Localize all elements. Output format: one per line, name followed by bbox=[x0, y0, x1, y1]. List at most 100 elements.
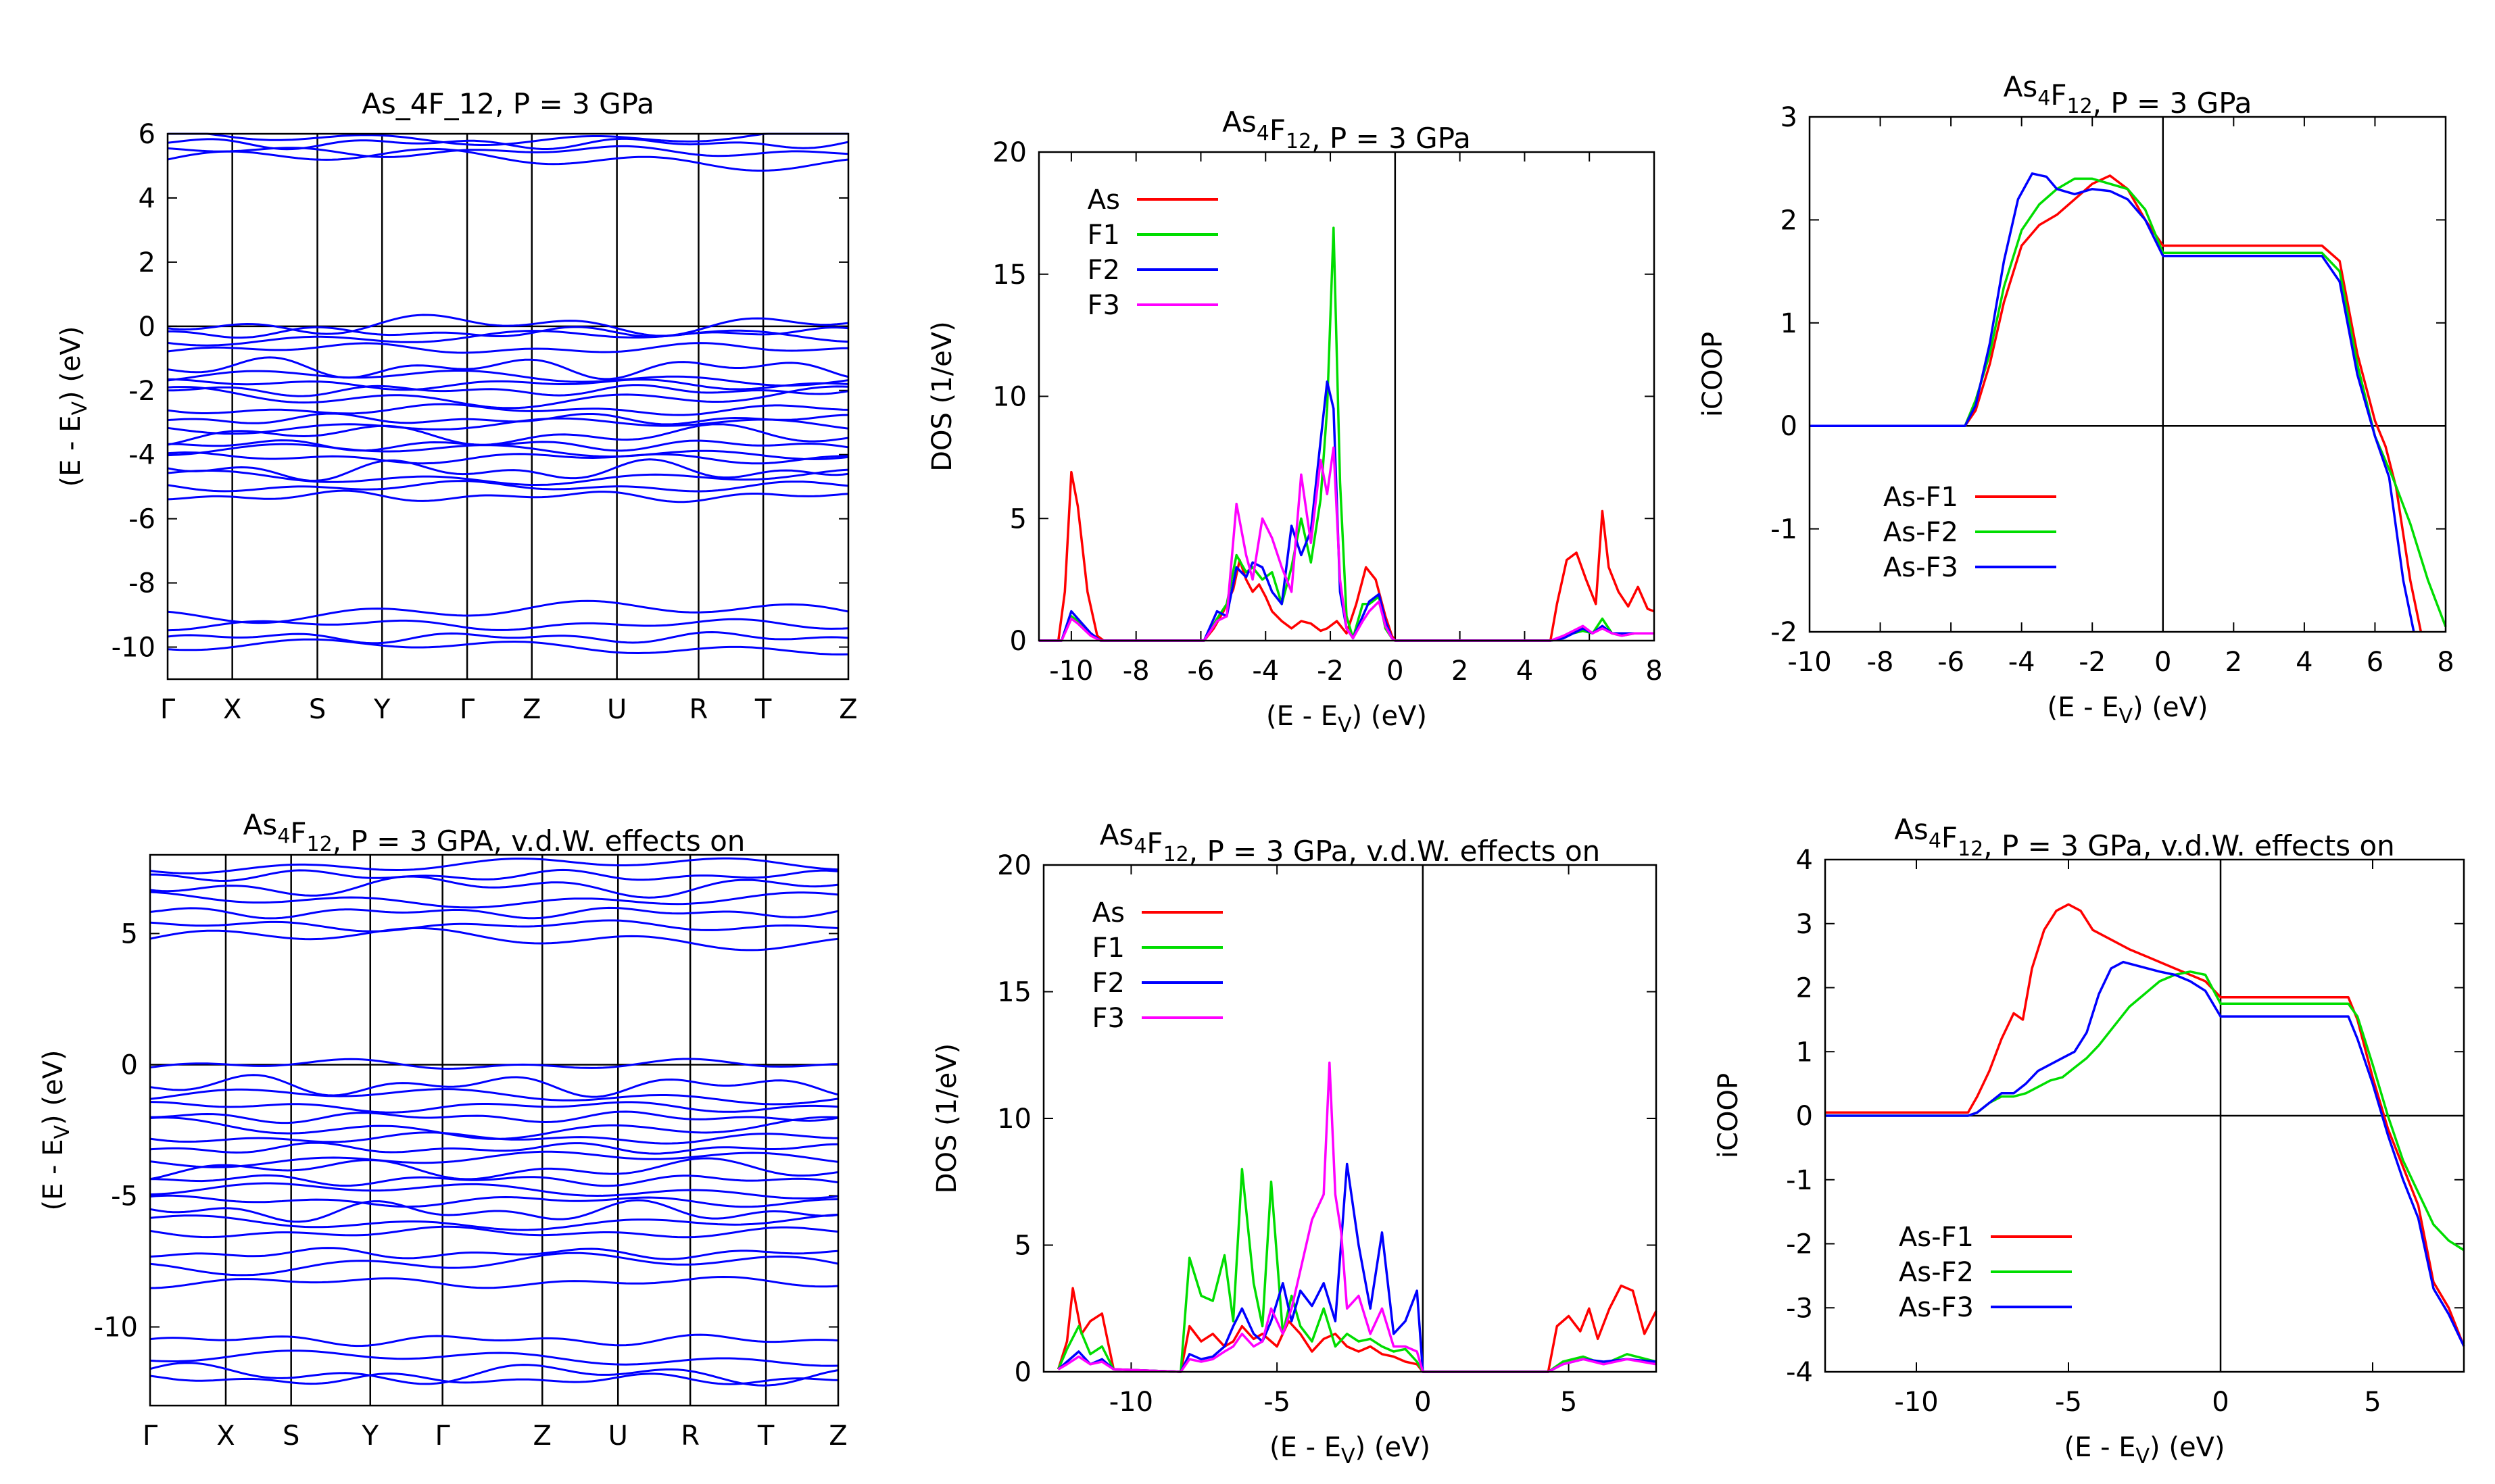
chart-title: As4F12, P = 3 GPa, v.d.W. effects on bbox=[1894, 813, 2395, 862]
band-line bbox=[149, 1194, 839, 1208]
y-axis-label: (E - EV) (eV) bbox=[38, 1049, 74, 1210]
y-tick-label: 0 bbox=[1781, 411, 1797, 442]
legend-label: As-F1 bbox=[1899, 1222, 1974, 1253]
y-tick-label: -3 bbox=[1786, 1293, 1813, 1324]
band-line bbox=[149, 1247, 839, 1260]
x-tick-label: -10 bbox=[1109, 1387, 1153, 1418]
y-tick-label: -4 bbox=[1786, 1357, 1813, 1388]
legend-label: As bbox=[1088, 184, 1120, 216]
band-line bbox=[149, 1157, 839, 1181]
x-tick-label: -10 bbox=[1787, 647, 1831, 678]
y-tick-label: 5 bbox=[121, 918, 138, 949]
y-tick-label: 1 bbox=[1781, 308, 1797, 339]
y-tick-label: 20 bbox=[997, 850, 1032, 881]
band-line bbox=[150, 1110, 839, 1124]
k-point-label: Y bbox=[362, 1420, 379, 1452]
k-point-label: U bbox=[607, 694, 627, 725]
y-tick-label: -2 bbox=[1786, 1229, 1813, 1260]
y-tick-label: 2 bbox=[1781, 205, 1797, 236]
legend-label: As-F3 bbox=[1883, 552, 1958, 583]
k-point-label: X bbox=[216, 1420, 235, 1452]
band-line bbox=[149, 1213, 839, 1231]
band-line bbox=[149, 1131, 839, 1145]
y-tick-label: 4 bbox=[1796, 845, 1813, 876]
x-tick-label: 5 bbox=[2364, 1387, 2381, 1418]
plot-frame bbox=[166, 132, 850, 681]
x-tick-label: 6 bbox=[1580, 656, 1597, 687]
k-point-label: T bbox=[754, 694, 772, 725]
y-tick-label: -6 bbox=[128, 504, 155, 535]
band-line bbox=[167, 443, 849, 461]
band-line bbox=[150, 868, 839, 883]
y-tick-label: 4 bbox=[139, 183, 155, 214]
y-tick-label: 0 bbox=[139, 312, 155, 343]
series-line-as-f2 bbox=[1825, 970, 2465, 1252]
k-point-label: Γ bbox=[160, 694, 176, 725]
chart-title: As4F12, P = 3 GPA, v.d.W. effects on bbox=[243, 808, 746, 858]
plot-frame bbox=[1808, 116, 2447, 633]
legend-label: F3 bbox=[1088, 290, 1120, 321]
k-point-label: U bbox=[608, 1420, 628, 1452]
chart-title: As4F12, P = 3 GPa bbox=[1222, 105, 1471, 155]
y-tick-label: 0 bbox=[121, 1049, 138, 1081]
legend-label: F2 bbox=[1088, 255, 1120, 286]
x-tick-label: 0 bbox=[1386, 656, 1403, 687]
band-line bbox=[149, 926, 839, 951]
legend-label: As-F2 bbox=[1899, 1257, 1974, 1288]
legend-label: F1 bbox=[1092, 933, 1125, 964]
band-line bbox=[149, 1275, 839, 1289]
k-point-label: Z bbox=[523, 694, 541, 725]
band-line bbox=[149, 1058, 839, 1070]
k-point-label: S bbox=[309, 694, 326, 725]
x-tick-label: -6 bbox=[1188, 656, 1215, 687]
y-tick-label: -1 bbox=[1770, 514, 1797, 545]
x-tick-label: 2 bbox=[2225, 647, 2242, 678]
series-line-as-f3 bbox=[1825, 960, 2465, 1347]
chart-title: As_4F_12, P = 3 GPa bbox=[362, 87, 654, 120]
band-line bbox=[167, 314, 849, 337]
legend-label: As-F3 bbox=[1899, 1292, 1974, 1323]
x-tick-label: 0 bbox=[2154, 647, 2171, 678]
band-line bbox=[149, 1333, 839, 1347]
x-tick-label: 4 bbox=[1516, 656, 1533, 687]
series-line-as-f2 bbox=[1810, 177, 2447, 628]
band-line bbox=[149, 1088, 839, 1106]
band-line bbox=[167, 385, 849, 410]
band-line bbox=[149, 1182, 839, 1199]
y-tick-label: 6 bbox=[139, 119, 155, 150]
band-line bbox=[168, 326, 849, 339]
y-tick-label: 2 bbox=[139, 247, 155, 278]
k-point-label: Γ bbox=[143, 1420, 158, 1452]
band-line bbox=[149, 891, 839, 909]
legend-label: F1 bbox=[1088, 220, 1120, 251]
plot-frame bbox=[149, 854, 840, 1407]
y-tick-label: 10 bbox=[997, 1104, 1032, 1135]
x-tick-label: 5 bbox=[1560, 1387, 1577, 1418]
y-axis-label: DOS (1/eV) bbox=[927, 321, 958, 472]
band-line bbox=[167, 356, 849, 380]
k-point-label: Z bbox=[533, 1420, 552, 1452]
band-line bbox=[150, 1174, 839, 1187]
k-point-label: T bbox=[757, 1420, 775, 1452]
k-point-label: S bbox=[283, 1420, 299, 1452]
y-tick-label: -5 bbox=[111, 1181, 138, 1212]
x-axis-label: (E - EV) (eV) bbox=[2047, 692, 2208, 728]
y-tick-label: -4 bbox=[128, 440, 155, 471]
chart-title: As4F12, P = 3 GPa bbox=[2004, 70, 2252, 120]
band-line bbox=[168, 439, 849, 452]
k-point-label: R bbox=[689, 694, 708, 725]
y-tick-label: 5 bbox=[1010, 503, 1027, 535]
band-line bbox=[167, 342, 849, 354]
series-line-as-f1 bbox=[1810, 174, 2423, 633]
y-tick-label: -2 bbox=[1770, 617, 1797, 648]
panel-p6: As4F12, P = 3 GPa, v.d.W. effects on -4 -3… bbox=[1713, 813, 2465, 1468]
y-tick-label: 1 bbox=[1796, 1037, 1813, 1068]
y-tick-label: -10 bbox=[94, 1312, 138, 1343]
panel-p5: As4F12, P = 3 GPa, v.d.W. effects on 0 5 10… bbox=[931, 818, 1657, 1468]
band-line bbox=[167, 458, 849, 482]
k-point-label: Y bbox=[373, 694, 391, 725]
band-line bbox=[149, 1141, 839, 1155]
band-line bbox=[167, 329, 849, 347]
